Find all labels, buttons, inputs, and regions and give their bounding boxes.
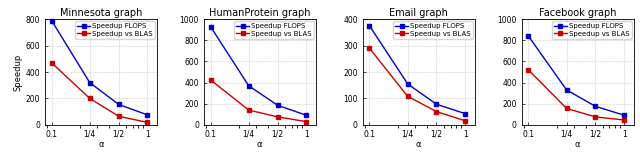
Speedup FLOPS — [143, 114, 151, 116]
Speedup FLOPS — [433, 103, 440, 105]
Line: Speedup vs BLAS: Speedup vs BLAS — [526, 68, 627, 122]
Legend: Speedup FLOPS, Speedup vs BLAS: Speedup FLOPS, Speedup vs BLAS — [393, 21, 472, 39]
Title: Minnesota graph: Minnesota graph — [60, 8, 142, 18]
Speedup vs BLAS — [207, 79, 214, 81]
Speedup FLOPS — [365, 25, 373, 27]
Speedup FLOPS — [245, 85, 253, 87]
Line: Speedup vs BLAS: Speedup vs BLAS — [209, 78, 308, 124]
Speedup FLOPS — [207, 26, 214, 28]
Speedup vs BLAS — [433, 111, 440, 113]
Line: Speedup FLOPS: Speedup FLOPS — [49, 18, 150, 117]
Title: HumanProtein graph: HumanProtein graph — [209, 8, 310, 18]
Speedup FLOPS — [525, 35, 532, 37]
Speedup FLOPS — [563, 89, 570, 91]
Line: Speedup vs BLAS: Speedup vs BLAS — [49, 61, 150, 124]
Speedup FLOPS — [274, 104, 282, 106]
Speedup vs BLAS — [86, 97, 93, 99]
X-axis label: α: α — [575, 140, 580, 149]
Speedup FLOPS — [461, 113, 469, 115]
X-axis label: α: α — [98, 140, 104, 149]
Title: Email graph: Email graph — [389, 8, 448, 18]
Speedup vs BLAS — [303, 121, 310, 123]
Speedup FLOPS — [404, 83, 412, 85]
Speedup vs BLAS — [404, 95, 412, 97]
X-axis label: α: α — [416, 140, 421, 149]
Speedup vs BLAS — [563, 108, 570, 109]
Speedup FLOPS — [115, 103, 122, 105]
Line: Speedup vs BLAS: Speedup vs BLAS — [367, 46, 467, 123]
Line: Speedup FLOPS: Speedup FLOPS — [209, 24, 308, 117]
Line: Speedup FLOPS: Speedup FLOPS — [526, 34, 627, 117]
Y-axis label: Speedup: Speedup — [13, 53, 22, 91]
Speedup vs BLAS — [245, 109, 253, 111]
Legend: Speedup FLOPS, Speedup vs BLAS: Speedup FLOPS, Speedup vs BLAS — [234, 21, 314, 39]
Legend: Speedup FLOPS, Speedup vs BLAS: Speedup FLOPS, Speedup vs BLAS — [552, 21, 632, 39]
Speedup FLOPS — [591, 105, 599, 107]
Speedup vs BLAS — [143, 121, 151, 123]
Speedup vs BLAS — [461, 120, 469, 122]
Speedup vs BLAS — [591, 116, 599, 118]
Speedup vs BLAS — [365, 47, 373, 49]
Legend: Speedup FLOPS, Speedup vs BLAS: Speedup FLOPS, Speedup vs BLAS — [76, 21, 155, 39]
Speedup FLOPS — [303, 114, 310, 116]
Speedup vs BLAS — [48, 62, 56, 64]
Line: Speedup FLOPS: Speedup FLOPS — [367, 24, 467, 116]
Speedup FLOPS — [48, 20, 56, 21]
X-axis label: α: α — [257, 140, 262, 149]
Speedup FLOPS — [620, 114, 628, 116]
Speedup FLOPS — [86, 82, 93, 84]
Speedup vs BLAS — [115, 115, 122, 117]
Speedup vs BLAS — [620, 119, 628, 121]
Title: Facebook graph: Facebook graph — [539, 8, 616, 18]
Speedup vs BLAS — [525, 69, 532, 71]
Speedup vs BLAS — [274, 116, 282, 118]
